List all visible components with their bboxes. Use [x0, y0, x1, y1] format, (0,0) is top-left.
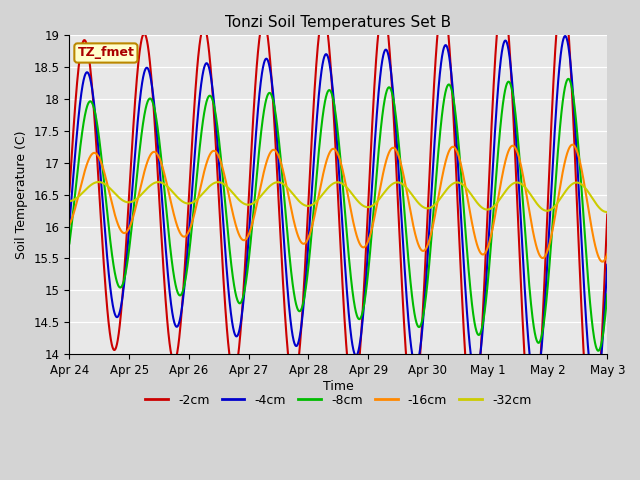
-32cm	[354, 198, 362, 204]
-16cm	[571, 144, 579, 149]
-32cm	[216, 180, 223, 185]
-16cm	[216, 155, 223, 161]
-4cm	[571, 118, 579, 124]
-16cm	[354, 236, 362, 241]
-32cm	[65, 198, 73, 204]
-4cm	[495, 81, 502, 87]
-4cm	[556, 61, 563, 67]
-8cm	[365, 257, 373, 263]
-16cm	[556, 186, 563, 192]
Title: Tonzi Soil Temperatures Set B: Tonzi Soil Temperatures Set B	[225, 15, 451, 30]
-32cm	[365, 204, 373, 210]
-4cm	[354, 350, 362, 356]
Line: -8cm: -8cm	[69, 79, 607, 351]
-8cm	[65, 240, 73, 246]
-8cm	[564, 76, 572, 82]
-16cm	[365, 235, 373, 241]
-4cm	[216, 166, 223, 171]
-8cm	[354, 314, 362, 320]
Legend: -2cm, -4cm, -8cm, -16cm, -32cm: -2cm, -4cm, -8cm, -16cm, -32cm	[140, 389, 536, 412]
-32cm	[95, 179, 102, 185]
-8cm	[216, 141, 223, 146]
Line: -2cm: -2cm	[69, 0, 607, 443]
-2cm	[604, 212, 611, 217]
Text: TZ_fmet: TZ_fmet	[77, 47, 134, 60]
X-axis label: Time: Time	[323, 380, 354, 393]
-4cm	[591, 391, 599, 397]
-4cm	[561, 33, 569, 39]
-2cm	[588, 440, 596, 445]
-16cm	[604, 251, 611, 257]
-32cm	[603, 209, 611, 215]
-16cm	[495, 194, 502, 200]
-2cm	[556, 0, 563, 1]
-8cm	[571, 106, 579, 112]
-32cm	[556, 197, 564, 203]
-4cm	[65, 221, 73, 227]
-16cm	[65, 222, 73, 228]
-8cm	[604, 291, 611, 297]
Line: -16cm: -16cm	[69, 144, 607, 262]
-8cm	[556, 128, 563, 133]
-2cm	[571, 151, 579, 157]
-2cm	[365, 178, 373, 184]
-2cm	[65, 189, 73, 194]
Y-axis label: Soil Temperature (C): Soil Temperature (C)	[15, 131, 28, 259]
-4cm	[365, 226, 373, 232]
-2cm	[495, 14, 502, 20]
-32cm	[604, 209, 611, 215]
-4cm	[604, 262, 611, 267]
-16cm	[598, 259, 606, 264]
-2cm	[354, 374, 362, 380]
-8cm	[595, 348, 602, 354]
-32cm	[495, 198, 502, 204]
-8cm	[495, 146, 502, 152]
Line: -32cm: -32cm	[69, 182, 607, 212]
Line: -4cm: -4cm	[69, 36, 607, 394]
-2cm	[216, 205, 223, 211]
-16cm	[568, 142, 576, 147]
-32cm	[571, 180, 579, 186]
